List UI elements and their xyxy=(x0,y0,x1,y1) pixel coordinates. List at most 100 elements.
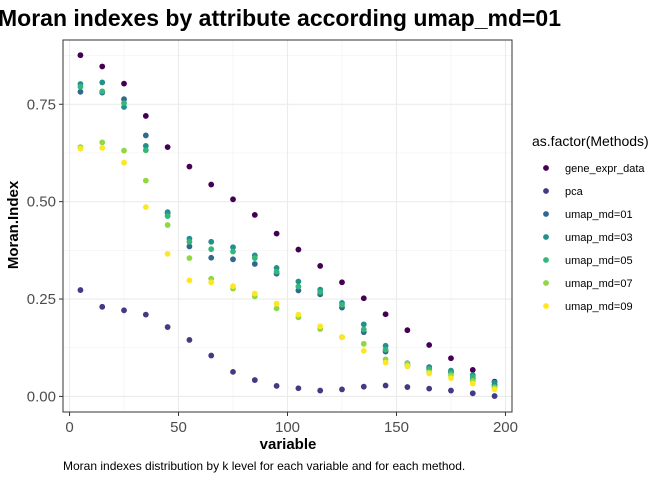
legend-key xyxy=(543,234,549,240)
series-pca xyxy=(77,287,498,399)
plot-panel xyxy=(62,39,513,413)
data-point xyxy=(273,300,280,307)
legend-key xyxy=(543,188,549,194)
series-umap-md-09 xyxy=(77,144,498,393)
data-point xyxy=(491,386,498,393)
data-point xyxy=(273,383,280,389)
data-point xyxy=(208,246,215,253)
data-point xyxy=(295,283,302,290)
x-tick-label: 100 xyxy=(275,419,300,436)
data-point xyxy=(317,387,324,394)
data-point xyxy=(491,379,498,386)
legend-key xyxy=(543,303,549,309)
chart-title: Moran indexes by attribute according uma… xyxy=(0,5,561,31)
data-point xyxy=(164,324,171,330)
data-point xyxy=(251,290,258,297)
data-point xyxy=(186,255,193,262)
data-point xyxy=(426,370,433,377)
data-point xyxy=(208,238,215,245)
data-point xyxy=(339,301,345,308)
legend-title: as.factor(Methods) xyxy=(532,133,649,149)
data-point xyxy=(77,83,84,90)
legend-key xyxy=(543,257,549,263)
y-tick-label: 0.25 xyxy=(27,291,56,308)
data-point xyxy=(142,143,149,149)
legend-label: umap_md=03 xyxy=(565,232,633,244)
data-point xyxy=(426,385,433,392)
data-point xyxy=(360,340,367,347)
data-point xyxy=(77,52,84,59)
data-point xyxy=(339,279,345,286)
data-point xyxy=(317,323,324,330)
data-point xyxy=(360,326,367,333)
data-point xyxy=(404,363,411,369)
x-tick-label: 150 xyxy=(384,419,409,436)
data-point xyxy=(142,204,149,211)
data-point xyxy=(186,337,193,343)
legend-key xyxy=(543,165,549,171)
data-point xyxy=(99,63,106,70)
data-point xyxy=(142,177,149,184)
data-point xyxy=(230,256,236,263)
data-point xyxy=(295,311,302,318)
data-point xyxy=(230,196,236,203)
data-point xyxy=(273,268,280,275)
data-point xyxy=(121,80,127,87)
data-point xyxy=(99,88,106,95)
data-point xyxy=(164,144,171,151)
data-point xyxy=(186,277,193,284)
data-point xyxy=(448,355,454,362)
data-point xyxy=(251,377,258,383)
data-point xyxy=(360,347,367,354)
data-point xyxy=(208,279,215,286)
data-point xyxy=(142,132,149,139)
data-point xyxy=(99,144,106,151)
data-point xyxy=(491,393,498,399)
data-point xyxy=(426,342,433,348)
data-point xyxy=(469,367,476,373)
data-point xyxy=(121,100,127,107)
data-point xyxy=(208,352,215,359)
data-point xyxy=(469,390,476,397)
data-point xyxy=(230,368,236,375)
data-point xyxy=(317,263,324,269)
data-point xyxy=(404,384,411,390)
y-tick-label: 0.50 xyxy=(27,194,56,211)
data-point xyxy=(360,295,367,302)
data-point xyxy=(142,311,149,318)
data-point xyxy=(295,246,302,253)
data-points xyxy=(77,52,498,399)
data-point xyxy=(273,230,280,237)
data-point xyxy=(99,139,106,146)
data-point xyxy=(142,147,149,154)
data-point xyxy=(295,385,302,392)
chart-caption: Moran indexes distribution by k level fo… xyxy=(63,459,465,473)
data-point xyxy=(208,181,215,188)
data-point xyxy=(164,250,171,257)
data-point xyxy=(77,145,84,152)
data-point xyxy=(317,289,324,295)
data-point xyxy=(142,113,149,119)
x-tick-label: 200 xyxy=(493,419,518,436)
data-point xyxy=(121,159,127,166)
data-point xyxy=(339,334,345,341)
legend-label: gene_expr_data xyxy=(565,163,645,175)
data-point xyxy=(382,359,389,366)
data-point xyxy=(273,305,280,312)
data-point xyxy=(121,147,127,154)
data-point xyxy=(448,387,454,394)
data-point xyxy=(77,88,84,95)
data-point xyxy=(99,303,106,310)
data-point xyxy=(382,311,389,318)
legend-label: umap_md=05 xyxy=(565,255,633,267)
data-point xyxy=(186,238,193,245)
data-point xyxy=(186,243,193,250)
data-point xyxy=(208,254,215,261)
x-tick-label: 0 xyxy=(65,419,73,436)
x-axis-ticks: 0 50 100 150 200 xyxy=(65,412,518,436)
data-point xyxy=(469,380,476,387)
data-point xyxy=(360,383,367,390)
data-point xyxy=(360,321,367,328)
